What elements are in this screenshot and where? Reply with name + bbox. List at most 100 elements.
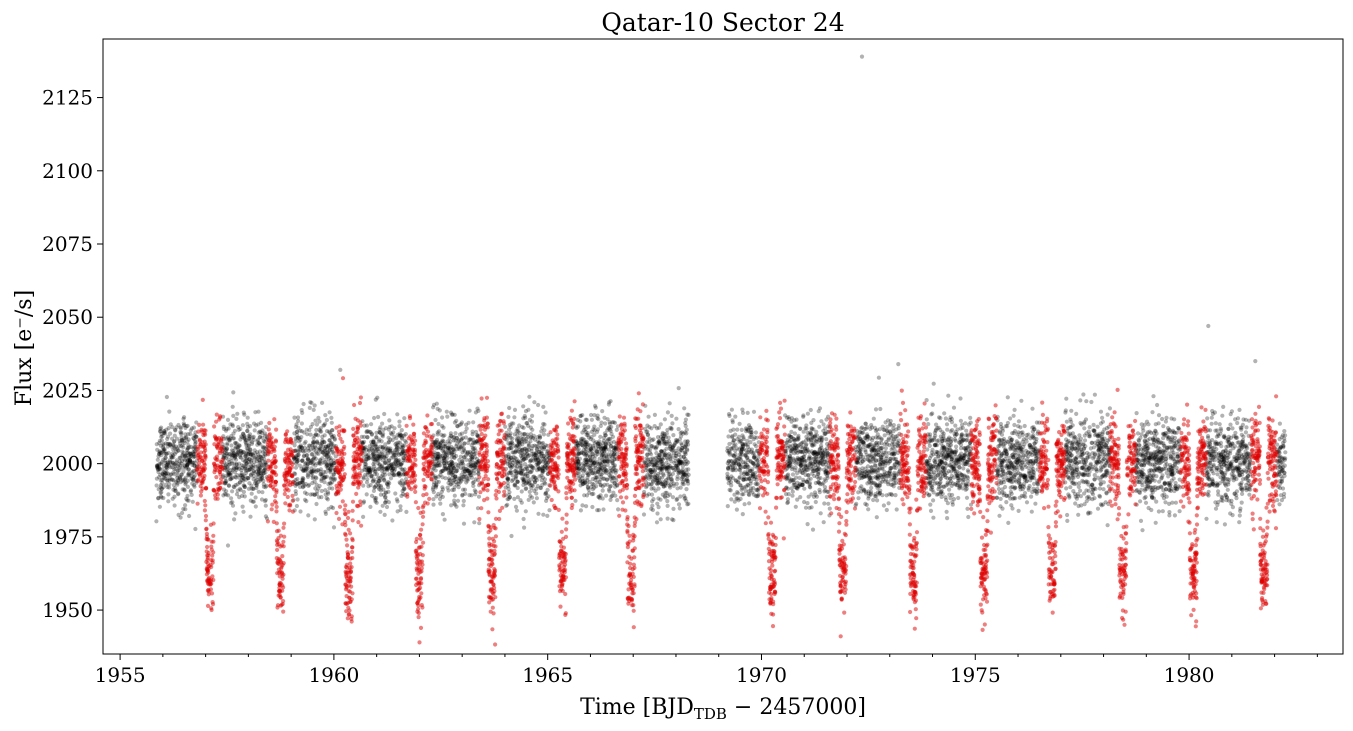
out-of-transit-point [753,430,759,435]
out-of-transit-point [162,470,167,476]
out-of-transit-point [402,486,407,491]
out-of-transit-point [968,420,973,425]
out-of-transit-point [242,484,247,490]
out-of-transit-point [241,478,246,483]
out-of-transit-point [170,453,176,458]
out-of-transit-point [256,479,261,485]
out-of-transit-point [295,459,300,464]
out-of-transit-point [950,502,955,507]
out-of-transit-point [531,433,537,438]
out-of-transit-point [931,381,936,386]
out-of-transit-point [600,488,605,493]
out-of-transit-point [364,423,369,428]
out-of-transit-point [163,476,168,481]
out-of-transit-point [185,478,190,483]
out-of-transit-point [221,493,226,498]
out-of-transit-point [683,417,689,422]
out-of-transit-point [1000,428,1006,433]
out-of-transit-point [160,478,165,483]
out-of-transit-point [658,422,663,427]
out-of-transit-point [180,449,185,454]
out-of-transit-point [262,457,267,462]
out-of-transit-point [305,453,310,458]
out-of-transit-point [177,444,182,449]
out-of-transit-point [161,448,166,453]
out-of-transit-point [169,477,174,482]
out-of-transit-point [960,425,965,430]
out-of-transit-point [300,476,305,481]
out-of-transit-point [589,417,595,422]
out-of-transit-point [374,496,379,501]
out-of-transit-point [871,416,876,421]
out-of-transit-point [395,499,400,504]
out-of-transit-point [584,417,589,422]
out-of-transit-point [234,492,240,497]
out-of-transit-point [223,480,228,485]
out-of-transit-point [573,498,578,503]
out-of-transit-point [751,409,757,414]
out-of-transit-point [454,453,459,459]
out-of-transit-point [194,434,199,439]
out-of-transit-point [303,461,308,466]
out-of-transit-point [403,432,408,437]
out-of-transit-point [1012,407,1017,412]
out-of-transit-point [294,429,300,434]
out-of-transit-point [293,465,299,470]
out-of-transit-point [580,473,585,478]
out-of-transit-point [731,427,736,432]
out-of-transit-point [534,496,540,501]
out-of-transit-point [257,449,262,454]
out-of-transit-point [182,458,187,463]
out-of-transit-point [244,460,249,466]
out-of-transit-point [158,426,163,431]
out-of-transit-point [319,488,324,494]
out-of-transit-point [194,434,199,439]
out-of-transit-point [251,477,256,482]
out-of-transit-point [178,476,183,481]
out-of-transit-point [155,463,160,468]
out-of-transit-point [1012,422,1017,428]
out-of-transit-point [294,422,299,427]
out-of-transit-point [527,489,532,494]
out-of-transit-point [166,441,171,446]
out-of-transit-point [174,450,179,455]
out-of-transit-point [237,495,242,500]
out-of-transit-point [665,410,671,415]
out-of-transit-point [171,478,176,483]
out-of-transit-point [645,432,651,437]
out-of-transit-point [187,445,192,450]
out-of-transit-point [790,472,796,477]
out-of-transit-point [302,445,307,450]
out-of-transit-point [323,421,328,426]
out-of-transit-point [225,417,231,422]
out-of-transit-point [292,443,297,448]
out-of-transit-point [230,475,235,480]
out-of-transit-point [263,460,268,466]
out-of-transit-point [880,493,885,498]
out-of-transit-point [250,456,255,461]
out-of-transit-point [157,504,162,509]
out-of-transit-point [157,450,162,455]
out-of-transit-point [178,463,183,468]
out-of-transit-point [184,496,189,501]
out-of-transit-point [601,507,606,512]
out-of-transit-point [263,503,268,508]
out-of-transit-point [300,485,305,490]
out-of-transit-point [172,446,177,451]
out-of-transit-point [242,459,248,464]
out-of-transit-point [931,515,936,520]
out-of-transit-point [966,469,971,474]
out-of-transit-point [163,431,168,436]
out-of-transit-point [167,442,172,448]
out-of-transit-point [193,434,198,439]
out-of-transit-point [245,428,250,434]
out-of-transit-point [247,436,252,441]
out-of-transit-point [259,473,264,478]
out-of-transit-point [227,438,232,443]
out-of-transit-point [173,427,178,432]
out-of-transit-point [176,461,181,467]
out-of-transit-point [818,511,823,516]
out-of-transit-point [444,409,449,414]
out-of-transit-point [261,469,266,474]
out-of-transit-point [249,467,254,472]
